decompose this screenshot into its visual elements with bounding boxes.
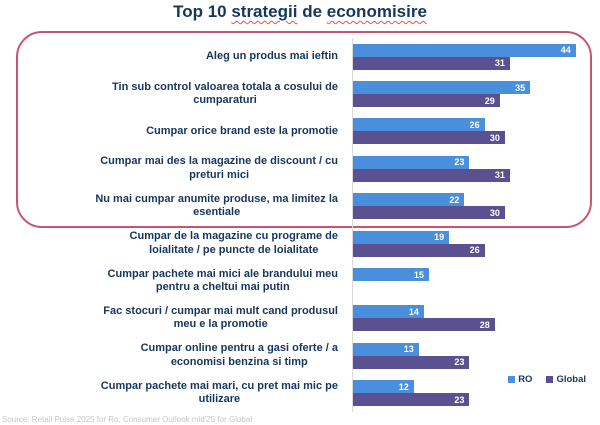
chart-row: Fac stocuri / cumpar mai mult cand produ…: [0, 299, 600, 338]
bar-ro: 23: [353, 155, 470, 169]
bar-ro: 35: [353, 81, 531, 95]
bar-value-label: 28: [479, 319, 490, 330]
bar-ro: 12: [353, 380, 414, 394]
bar-value-label: 23: [454, 394, 465, 405]
bar-group: 44 31: [352, 38, 596, 76]
bar-ro: 44: [353, 43, 576, 57]
bar-group: 14 28: [352, 299, 596, 338]
category-label: Nu mai cumpar anumite produse, ma limite…: [95, 192, 338, 219]
bar-value-label: 23: [454, 157, 465, 168]
legend-swatch-ro: [508, 376, 516, 383]
category-label: Tin sub control valoarea totala a cosulu…: [112, 80, 338, 107]
bar-value-label: 26: [469, 245, 480, 256]
bar-global: 29: [353, 94, 500, 108]
chart-row: Tin sub control valoarea totala a cosulu…: [0, 75, 600, 113]
bar-global: 23: [353, 393, 470, 407]
category-label: Cumpar orice brand este la promotie: [146, 124, 338, 137]
category-label-cell: Cumpar de la magazine cu programe de loia…: [0, 230, 352, 257]
bar-group: 22 30: [352, 187, 596, 225]
bar-group: 35 29: [352, 75, 596, 113]
bar-value-label: 35: [515, 82, 526, 93]
bar-ro: 26: [353, 118, 485, 132]
legend-label: Global: [556, 374, 586, 385]
title-word-wavy: strategii: [231, 2, 298, 21]
category-label: Fac stocuri / cumpar mai mult cand produ…: [103, 304, 338, 331]
title-word: Top 10: [173, 2, 232, 21]
category-label-cell: Cumpar orice brand este la promotie: [0, 125, 352, 139]
bar-group: 15: [352, 262, 596, 300]
bar-value-label: 19: [434, 232, 445, 243]
bar-global: 31: [353, 56, 510, 70]
bar-value-label: 12: [398, 381, 409, 392]
category-label: Cumpar mai des la magazine de discount /…: [100, 155, 338, 181]
bar-ro: 15: [353, 268, 429, 282]
bar-value-label: 29: [484, 95, 495, 106]
bar-group: 19 26: [352, 224, 596, 263]
bar-global: 26: [353, 243, 485, 257]
bar-group: 13 23: [352, 337, 596, 375]
chart-row: Cumpar online pentru a gasi oferte / a ec…: [0, 337, 600, 375]
category-label-cell: Cumpar pachete mai mici ale brandului me…: [0, 268, 352, 295]
bar-global: 28: [353, 318, 495, 332]
source-note: Source: Retail Pulse 2025 for Ro, Consum…: [2, 415, 253, 424]
bar-value-label: 26: [469, 119, 480, 130]
chart-row: Cumpar mai des la magazine de discount /…: [0, 150, 600, 188]
category-label-cell: Cumpar pachete mai mari, cu pret mai mic…: [0, 380, 352, 407]
chart-row: Cumpar pachete mai mici ale brandului me…: [0, 262, 600, 300]
chart-row: Cumpar de la magazine cu programe de loia…: [0, 224, 600, 263]
category-label-cell: Tin sub control valoarea totala a cosulu…: [0, 81, 352, 108]
bar-value-label: 44: [560, 45, 571, 56]
legend-swatch-global: [546, 376, 554, 383]
bar-global: 30: [353, 131, 505, 145]
bar-value-label: 30: [489, 207, 500, 218]
category-label: Aleg un produs mai ieftin: [205, 49, 338, 62]
legend-label: RO: [518, 374, 533, 385]
legend: RO Global: [508, 374, 586, 385]
bar-group: 12 23: [352, 374, 596, 412]
bar-global: 31: [353, 168, 510, 182]
bar-group: 26 30: [352, 112, 596, 151]
category-label-cell: Fac stocuri / cumpar mai mult cand produ…: [0, 305, 352, 332]
category-label: Cumpar pachete mai mari, cu pret mai mic…: [100, 379, 338, 406]
bar-ro: 22: [353, 193, 465, 207]
chart-title: Top 10 strategii de economisire: [0, 2, 600, 22]
bar-value-label: 31: [494, 58, 505, 69]
chart-row: Nu mai cumpar anumite produse, ma limite…: [0, 187, 600, 225]
bar-ro: 19: [353, 230, 450, 244]
bar-global: 30: [353, 206, 505, 220]
bar-global: 23: [353, 355, 470, 369]
legend-item: Global: [546, 374, 586, 385]
bar-value-label: 13: [403, 344, 414, 355]
bar-value-label: 15: [413, 269, 424, 280]
bar-value-label: 30: [489, 132, 500, 143]
bar-ro: 14: [353, 305, 424, 319]
chart-row: Cumpar pachete mai mari, cu pret mai mic…: [0, 374, 600, 412]
bar-group: 23 31: [352, 150, 596, 188]
bar-global: [353, 281, 596, 294]
bar-value-label: 14: [408, 306, 419, 317]
bar-value-label: 31: [494, 170, 505, 181]
bar-value-label: 22: [449, 194, 460, 205]
category-label-cell: Aleg un produs mai ieftin: [0, 50, 352, 64]
legend-item: RO: [508, 374, 532, 385]
category-label-cell: Cumpar online pentru a gasi oferte / a ec…: [0, 342, 352, 369]
bar-ro: 13: [353, 342, 419, 356]
title-word: de: [297, 2, 327, 21]
chart-row: Aleg un produs mai ieftin 44 31: [0, 38, 600, 76]
category-label: Cumpar online pentru a gasi oferte / a ec…: [140, 342, 338, 368]
bar-rows: Aleg un produs mai ieftin 44 31 Tin sub con…: [0, 38, 600, 412]
category-label: Cumpar pachete mai mici ale brandului me…: [107, 267, 338, 294]
category-label: Cumpar de la magazine cu programe de loia…: [129, 230, 338, 256]
category-label-cell: Nu mai cumpar anumite produse, ma limite…: [0, 193, 352, 220]
category-label-cell: Cumpar mai des la magazine de discount /…: [0, 155, 352, 182]
chart-row: Cumpar orice brand este la promotie 26 30: [0, 112, 600, 151]
bar-value-label: 23: [454, 357, 465, 368]
title-word-wavy: economisire: [326, 2, 427, 21]
